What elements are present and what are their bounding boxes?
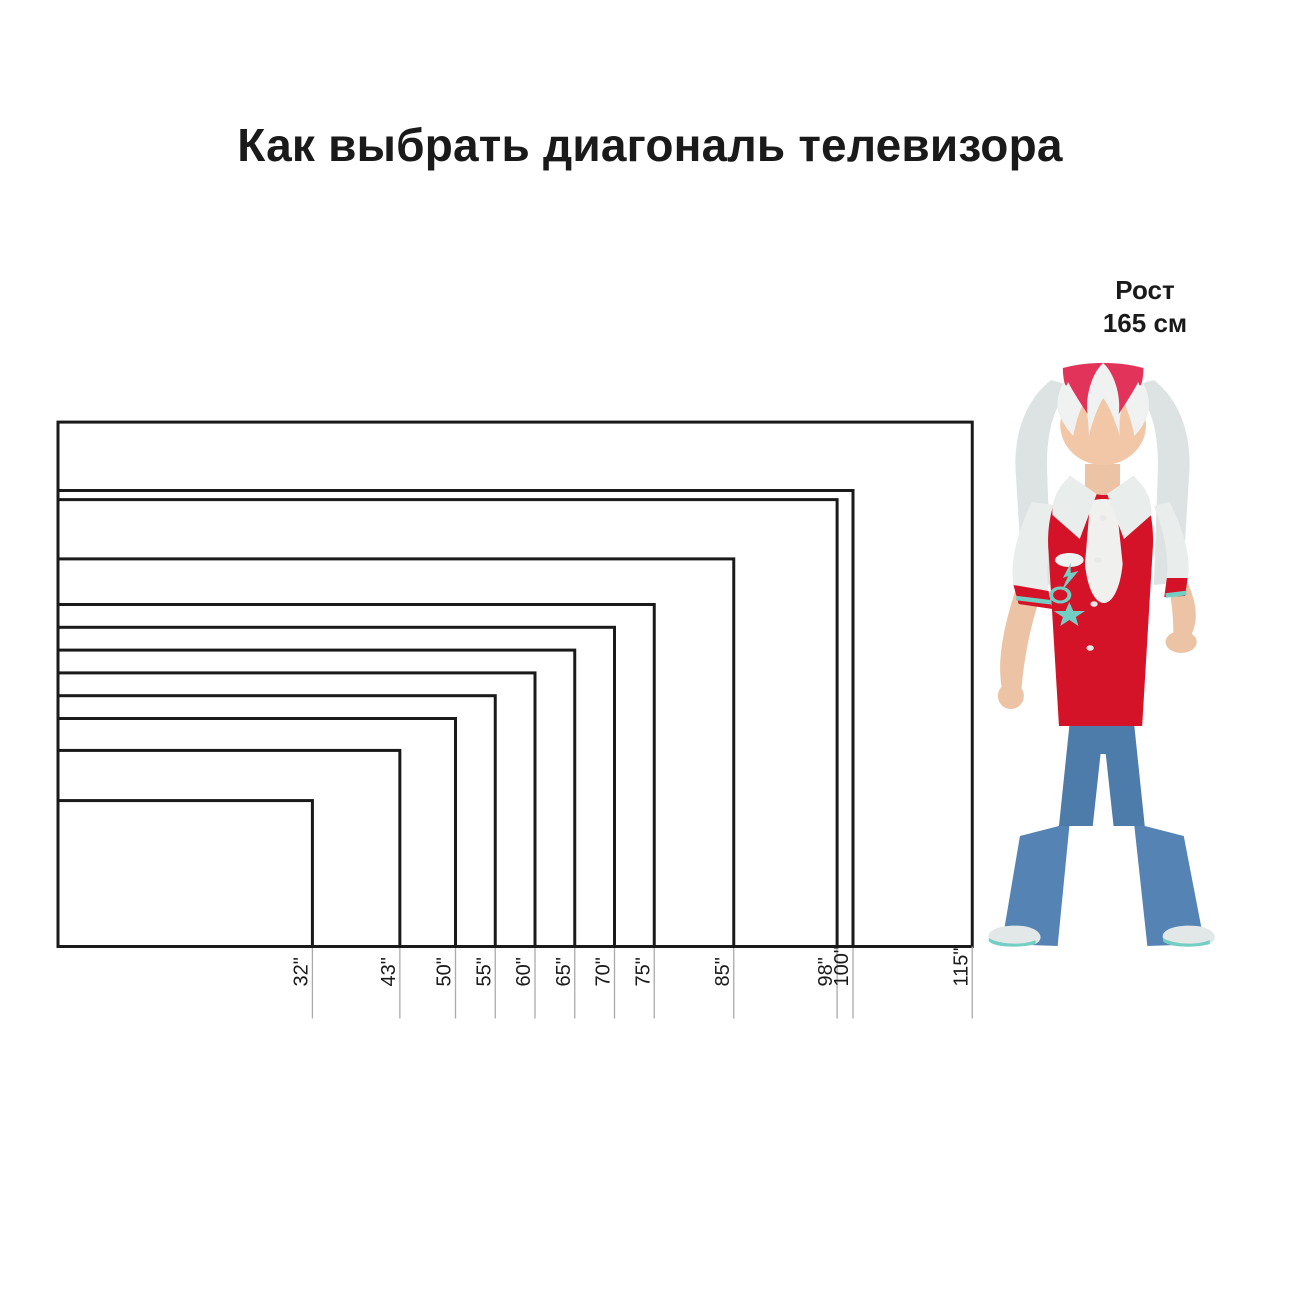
- svg-text:70": 70": [593, 957, 615, 986]
- svg-text:100": 100": [831, 946, 853, 986]
- svg-text:60": 60": [513, 957, 535, 986]
- svg-text:43": 43": [378, 957, 400, 986]
- svg-text:75": 75": [632, 957, 654, 986]
- svg-text:115": 115": [950, 948, 972, 987]
- svg-text:85": 85": [712, 957, 734, 986]
- svg-text:32": 32": [290, 957, 312, 986]
- svg-text:65": 65": [553, 957, 575, 986]
- svg-text:55": 55": [473, 957, 495, 986]
- svg-text:50": 50": [434, 957, 456, 986]
